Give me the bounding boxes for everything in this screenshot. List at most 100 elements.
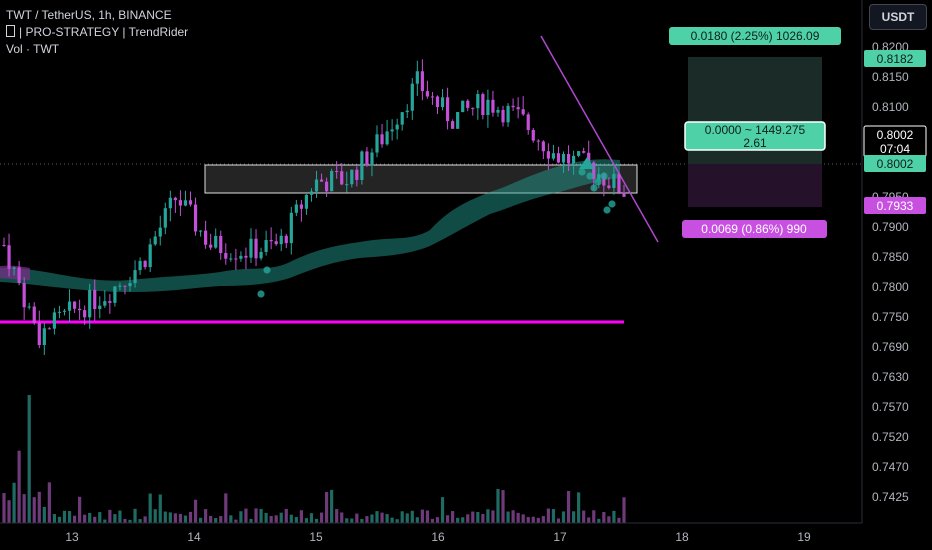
x-tick-label: 19	[797, 530, 811, 544]
candle-body	[602, 174, 606, 186]
signal-dot	[600, 172, 608, 180]
candle-body	[234, 258, 238, 260]
candle-body	[72, 301, 77, 309]
candle-body	[314, 179, 319, 192]
volume-bar	[566, 490, 571, 523]
trend-ribbon	[0, 159, 620, 292]
candle-body	[506, 105, 510, 123]
candle-body	[103, 301, 107, 306]
volume-bar	[254, 508, 258, 523]
volume-bar	[370, 514, 374, 523]
candle-body	[138, 260, 142, 271]
volume-bar	[138, 519, 142, 523]
indicator-icon	[6, 25, 15, 37]
volume-bar	[501, 490, 505, 523]
volume-bar	[476, 512, 480, 523]
candle-body	[531, 129, 535, 141]
position-center-line1: 0.0000 ~ 1449.275	[705, 123, 806, 137]
candle-body	[17, 267, 21, 283]
candle-body	[350, 169, 354, 185]
candle-body	[229, 258, 233, 260]
x-tick-label: 13	[65, 530, 79, 544]
candle-body	[294, 204, 298, 213]
volume-bar	[249, 518, 253, 523]
candle-body	[93, 289, 97, 310]
volume-bar	[531, 516, 535, 523]
candle-body	[410, 83, 414, 111]
candle-body	[178, 200, 183, 206]
volume-bar	[481, 513, 485, 523]
candle-body	[395, 124, 399, 130]
volume-bar	[128, 519, 132, 523]
candle-body	[259, 251, 263, 259]
y-axis[interactable]: 0.82000.81500.81000.80500.80000.79500.79…	[861, 0, 932, 550]
candle-body	[198, 230, 203, 232]
consolidation-zone	[204, 164, 638, 194]
candle-body	[67, 301, 72, 311]
entry-price-tag: 0.8002	[864, 155, 926, 172]
candle-body	[2, 245, 6, 246]
volume-bar	[244, 508, 248, 523]
volume-bar	[415, 517, 419, 523]
legend-indicator-label: | PRO-STRATEGY | TrendRider	[19, 25, 189, 39]
y-tick-label: 0.7425	[872, 490, 909, 504]
volume-bar	[461, 517, 465, 523]
volume-bar	[304, 518, 309, 523]
volume-bar	[123, 518, 127, 523]
candle-body	[52, 312, 57, 329]
candle-body	[57, 311, 62, 313]
volume-bar	[592, 510, 596, 523]
candle-body	[521, 109, 525, 115]
volume-bar	[360, 519, 364, 523]
y-tick-label: 0.7520	[872, 430, 909, 444]
volume-bar	[198, 517, 203, 523]
currency-button[interactable]: USDT	[869, 4, 927, 30]
x-tick-label: 14	[187, 530, 201, 544]
volume-bar	[314, 518, 319, 523]
volume-bar	[12, 482, 16, 523]
candle-body	[239, 255, 243, 259]
y-tick-label: 0.7750	[872, 310, 909, 324]
volume-bar	[234, 519, 238, 523]
svg-text:0.8182: 0.8182	[877, 52, 914, 66]
volume-bar	[57, 516, 62, 523]
candle-body	[425, 91, 430, 97]
candle-body	[22, 282, 26, 308]
candle-body	[325, 181, 329, 192]
volume-bar	[108, 509, 112, 523]
candle-body	[37, 322, 41, 346]
volume-bar	[224, 493, 228, 523]
candle-body	[617, 173, 621, 193]
volume-bar	[289, 514, 293, 523]
candle-body	[158, 227, 162, 237]
x-tick-label: 15	[309, 530, 323, 544]
candle-body	[289, 212, 293, 244]
target-label-text: 0.0180 (2.25%) 1026.09	[691, 29, 820, 43]
volume-bar	[32, 497, 36, 523]
volume-bar	[410, 510, 414, 523]
volume-bar	[2, 493, 6, 523]
volume-bar	[188, 511, 193, 523]
y-tick-label: 0.7800	[872, 280, 909, 294]
y-tick-label: 0.7570	[872, 400, 909, 414]
candle-body	[193, 204, 198, 232]
position-center-label[interactable]: 0.0000 ~ 1449.275 2.61	[684, 121, 826, 151]
candle-body	[108, 301, 112, 303]
volume-bar	[239, 511, 243, 523]
x-axis[interactable]: 13 14 15 16 17 18 19	[0, 522, 862, 544]
candle-body	[118, 285, 122, 287]
volume-bar	[521, 514, 525, 523]
candle-body	[451, 121, 455, 129]
volume-bar	[400, 511, 404, 523]
volume-bar	[420, 509, 424, 523]
candle-body	[501, 109, 505, 123]
candle-body	[461, 100, 465, 113]
volume-bar	[561, 511, 566, 523]
candle-body	[163, 208, 167, 228]
target-price-tag: 0.8182	[864, 50, 926, 67]
candle-body	[279, 235, 283, 245]
candle-body	[224, 253, 228, 259]
volume-bar	[168, 512, 172, 523]
volume-bar	[148, 493, 152, 523]
